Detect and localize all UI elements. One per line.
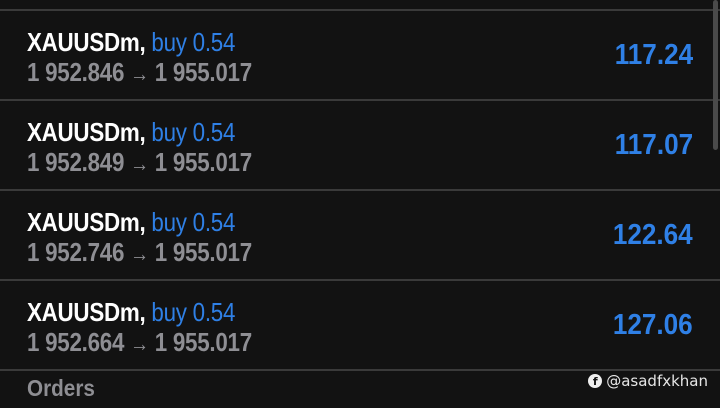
price-line: 1 952.664 → 1 955.017 <box>27 327 252 358</box>
divider <box>0 189 720 191</box>
position-row[interactable]: XAUUSDm, buy 0.54 1 952.746 → 1 955.017 … <box>0 191 720 279</box>
position-row[interactable]: XAUUSDm, buy 0.54 1 952.846 → 1 955.017 … <box>0 11 720 99</box>
divider <box>0 99 720 101</box>
open-price: 1 952.846 <box>27 57 125 87</box>
current-price: 1 955.017 <box>154 327 252 357</box>
trade-side-volume: buy 0.54 <box>151 27 236 57</box>
arrow-icon: → <box>130 151 149 176</box>
arrow-icon: → <box>130 241 149 266</box>
position-title: XAUUSDm, buy 0.54 <box>27 27 235 58</box>
symbol: XAUUSDm, <box>27 117 146 147</box>
divider <box>0 279 720 281</box>
price-line: 1 952.849 → 1 955.017 <box>27 147 252 178</box>
watermark-text: @asadfxkhan <box>606 372 708 390</box>
orders-section-header[interactable]: Orders <box>27 375 95 401</box>
open-price: 1 952.664 <box>27 327 125 357</box>
position-title: XAUUSDm, buy 0.54 <box>27 207 235 238</box>
facebook-icon: f <box>588 374 603 388</box>
current-price: 1 955.017 <box>154 237 252 267</box>
arrow-icon: → <box>130 331 149 356</box>
symbol: XAUUSDm, <box>27 207 146 237</box>
trade-side-volume: buy 0.54 <box>151 117 236 147</box>
profit-value: 117.24 <box>614 39 693 71</box>
arrow-icon: → <box>130 61 149 86</box>
symbol: XAUUSDm, <box>27 27 146 57</box>
price-line: 1 952.746 → 1 955.017 <box>27 237 252 268</box>
watermark: f @asadfxkhan <box>588 372 708 390</box>
profit-value: 127.06 <box>613 309 693 341</box>
divider <box>0 369 720 371</box>
profit-value: 117.07 <box>614 129 693 161</box>
position-row[interactable]: XAUUSDm, buy 0.54 1 952.849 → 1 955.017 … <box>0 101 720 189</box>
open-price: 1 952.746 <box>27 237 125 267</box>
position-title: XAUUSDm, buy 0.54 <box>27 117 235 148</box>
current-price: 1 955.017 <box>154 147 252 177</box>
divider <box>0 9 720 11</box>
open-price: 1 952.849 <box>27 147 125 177</box>
trade-side-volume: buy 0.54 <box>151 297 236 327</box>
price-line: 1 952.846 → 1 955.017 <box>27 57 252 88</box>
current-price: 1 955.017 <box>154 57 252 87</box>
position-title: XAUUSDm, buy 0.54 <box>27 297 235 328</box>
trade-side-volume: buy 0.54 <box>151 207 236 237</box>
position-row[interactable]: XAUUSDm, buy 0.54 1 952.664 → 1 955.017 … <box>0 281 720 369</box>
symbol: XAUUSDm, <box>27 297 146 327</box>
profit-value: 122.64 <box>613 219 693 251</box>
scrollbar[interactable] <box>713 0 718 150</box>
